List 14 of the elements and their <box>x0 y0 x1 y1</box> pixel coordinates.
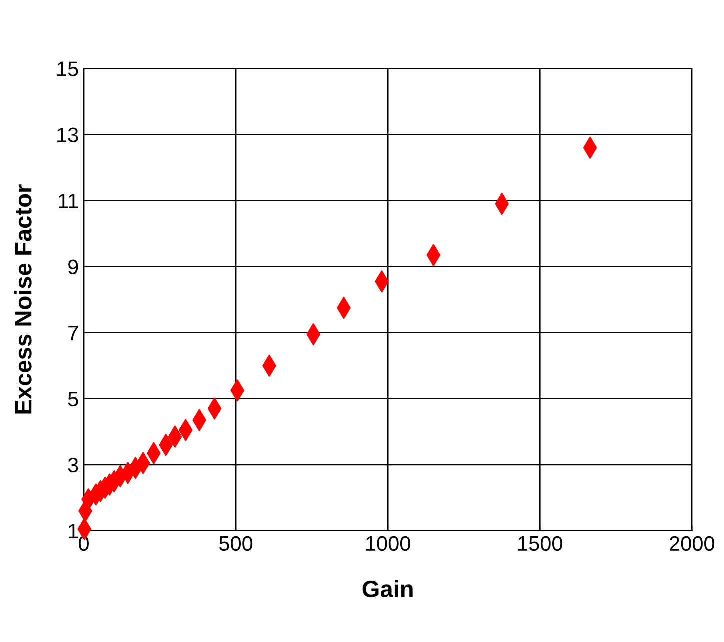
x-tick-label: 1000 <box>366 536 410 552</box>
y-tick-label: 11 <box>59 194 78 208</box>
y-tick-label: 7 <box>68 326 78 340</box>
y-tick-label: 1 <box>69 524 78 538</box>
y-tick-label: 5 <box>68 392 78 407</box>
x-axis-title: Gain <box>362 580 413 598</box>
x-tick-label: 1500 <box>518 536 562 552</box>
y-tick-label: 9 <box>68 260 78 275</box>
y-axis-title: Excess Noise Factor <box>14 184 32 414</box>
y-tick-label: 13 <box>58 128 78 142</box>
y-tick-label: 3 <box>68 458 78 473</box>
y-tick-label: 15 <box>58 62 78 76</box>
x-tick-label: 500 <box>219 536 253 552</box>
x-tick-label: 2000 <box>670 536 715 552</box>
